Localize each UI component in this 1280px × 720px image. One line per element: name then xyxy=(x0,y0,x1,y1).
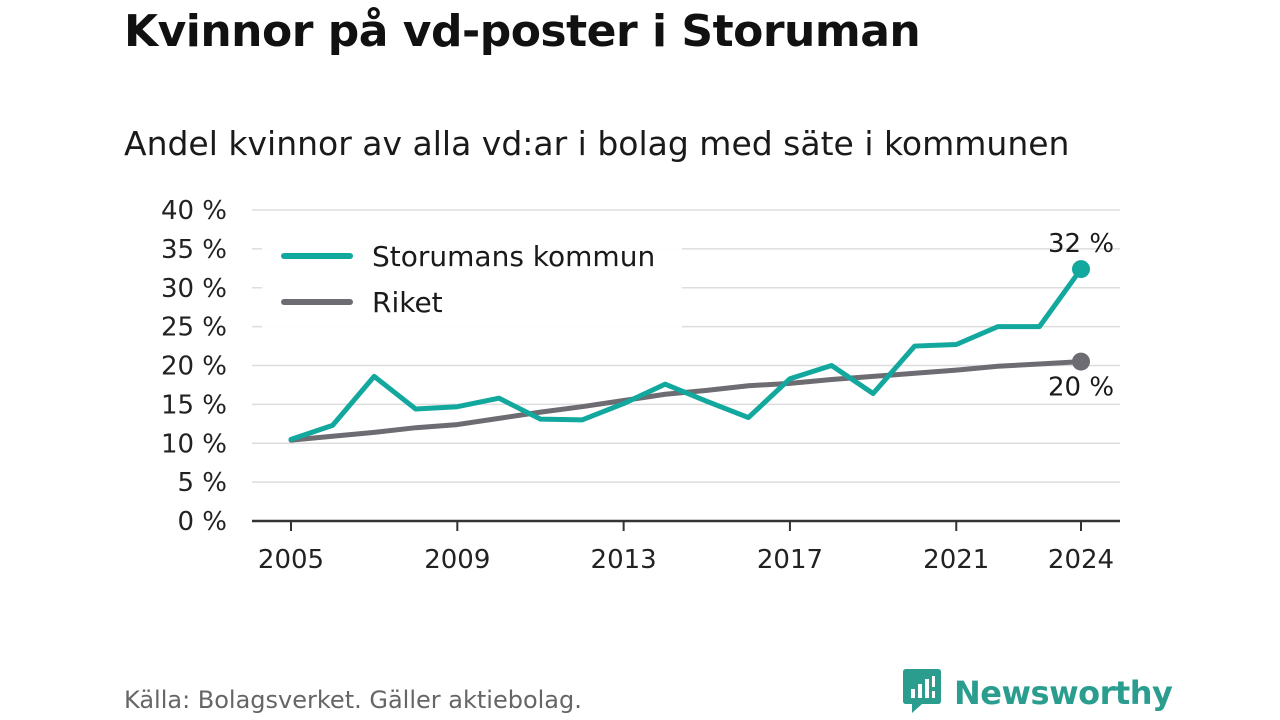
series-line xyxy=(288,359,1084,443)
legend-label: Storumans kommun xyxy=(372,240,655,273)
legend-background xyxy=(262,228,682,328)
end-labels: 32 % 20 % xyxy=(1048,229,1114,403)
x-tick-label: 2005 xyxy=(258,545,324,575)
y-tick-label: 40 % xyxy=(161,196,227,226)
source-note: Källa: Bolagsverket. Gäller aktiebolag. xyxy=(124,686,582,714)
x-tick-label: 2013 xyxy=(591,545,657,575)
legend: Storumans kommun Riket xyxy=(262,228,682,328)
chart-title: Kvinnor på vd-poster i Storuman xyxy=(124,6,921,57)
x-tick-label: 2021 xyxy=(923,545,989,575)
y-tick-label: 10 % xyxy=(161,429,227,459)
y-tick-label: 0 % xyxy=(177,507,227,537)
y-tick-label: 35 % xyxy=(161,235,227,265)
brand-name: Newsworthy xyxy=(954,674,1173,712)
y-tick-label: 5 % xyxy=(177,468,227,498)
x-axis: 2005 2009 2013 2017 2021 2024 xyxy=(252,519,1120,575)
y-tick-label: 20 % xyxy=(161,352,227,382)
series-line xyxy=(288,266,1084,442)
end-value-label: 32 % xyxy=(1048,229,1114,259)
end-marker xyxy=(1072,352,1090,371)
y-tick-label: 15 % xyxy=(161,390,227,420)
series-lines xyxy=(288,260,1090,443)
y-axis-ticks: 0 % 5 % 10 % 15 % 20 % 25 % 30 % 35 % 40 % xyxy=(161,196,227,537)
end-marker xyxy=(1072,260,1090,279)
newsworthy-logo-icon xyxy=(902,667,942,719)
x-tick-label: 2024 xyxy=(1048,545,1114,575)
chart-subtitle: Andel kvinnor av alla vd:ar i bolag med … xyxy=(124,124,1070,163)
x-tick-label: 2017 xyxy=(757,545,823,575)
x-tick-label: 2009 xyxy=(424,545,490,575)
y-tick-label: 25 % xyxy=(161,313,227,343)
legend-label: Riket xyxy=(372,286,443,319)
y-tick-label: 30 % xyxy=(161,274,227,304)
end-value-label: 20 % xyxy=(1048,373,1114,403)
brand-logo: Newsworthy xyxy=(902,667,1173,719)
